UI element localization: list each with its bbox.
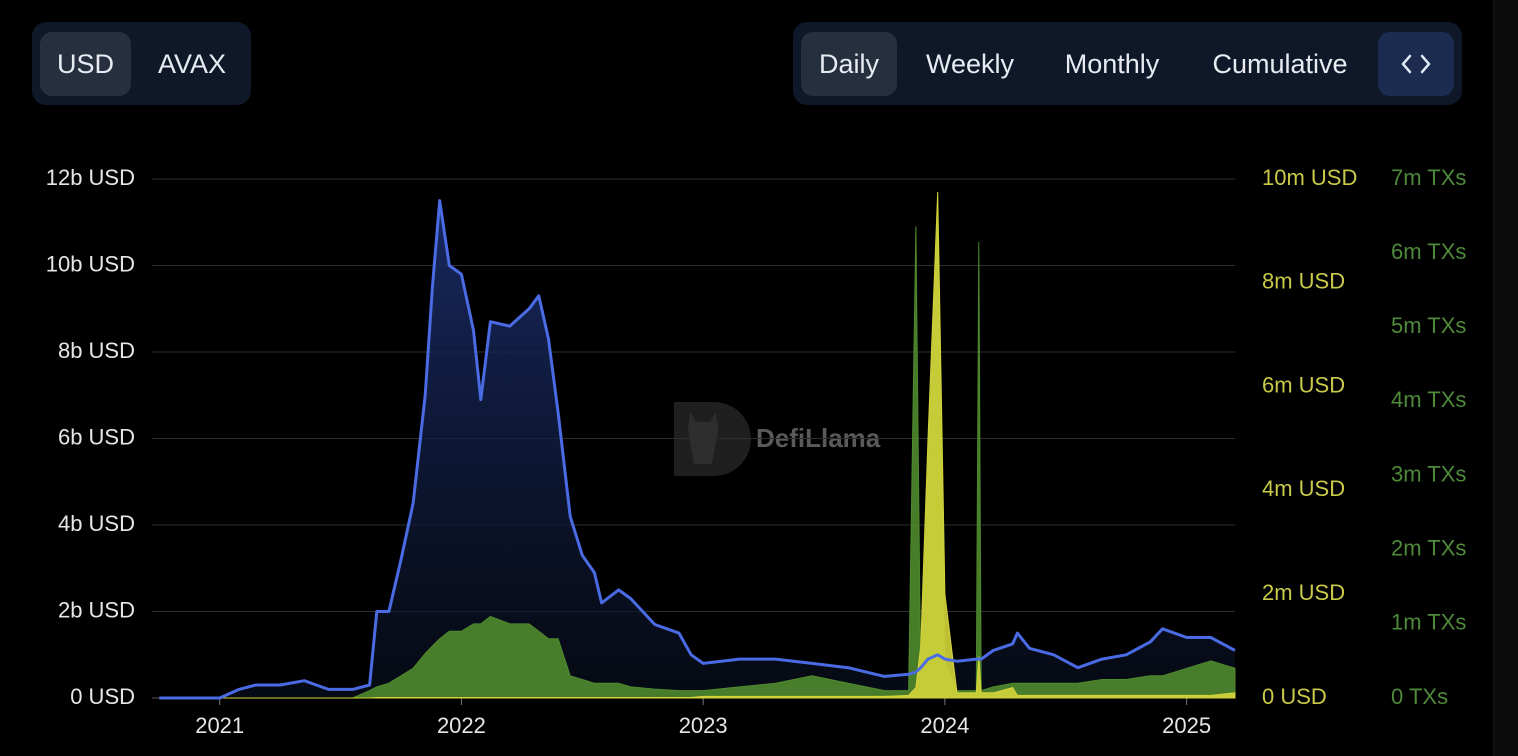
tvl-line (159, 199, 1236, 700)
toggle-button[interactable]: Cumulative (1212, 49, 1348, 79)
toggle-button[interactable]: Daily (801, 32, 897, 96)
tick-label: 1m TXs (1391, 610, 1466, 635)
tick-label: 2m USD (1262, 580, 1345, 605)
scrollbar (1493, 0, 1518, 756)
tick-label: 7m TXs (1391, 165, 1466, 190)
x-tick-label: 2024 (920, 713, 969, 738)
x-tick-label: 2022 (437, 713, 486, 738)
tick-label: 0 USD (1262, 684, 1327, 709)
tick-label: 10b USD (46, 251, 135, 276)
tick-label: 6m TXs (1391, 239, 1466, 264)
currency-toggle: USD AVAX (32, 22, 251, 105)
series-area (159, 191, 1236, 699)
tick-label: 0 USD (70, 684, 135, 709)
series-area (159, 223, 1236, 699)
tick-label: 2m TXs (1391, 536, 1466, 561)
toggle-button[interactable]: AVAX (157, 49, 227, 79)
tick-label: 4m USD (1262, 476, 1345, 501)
tick-label: 10m USD (1262, 165, 1357, 190)
tick-label: 3m TXs (1391, 461, 1466, 486)
tick-label: 4b USD (58, 511, 135, 536)
tick-label: 0 TXs (1391, 684, 1448, 709)
tick-label: 4m TXs (1391, 387, 1466, 412)
toggle-button[interactable]: Weekly (925, 49, 1015, 79)
toggle-button[interactable]: USD (40, 32, 131, 96)
tick-label: 5m TXs (1391, 313, 1466, 338)
tick-label: 6m USD (1262, 372, 1345, 397)
tvl-area (159, 200, 1235, 698)
period-toggle: Daily Weekly Monthly Cumulative (793, 22, 1462, 105)
embed-button[interactable] (1378, 32, 1454, 96)
toggle-button[interactable]: Monthly (1064, 49, 1160, 79)
tick-label: 8b USD (58, 338, 135, 363)
code-icon (1401, 54, 1431, 74)
tick-label: 12b USD (46, 165, 135, 190)
tick-label: 2b USD (58, 597, 135, 622)
x-tick-label: 2021 (195, 713, 244, 738)
tick-label: 8m USD (1262, 269, 1345, 294)
watermark: DefiLlama (756, 423, 881, 453)
tick-label: 6b USD (58, 424, 135, 449)
x-tick-label: 2025 (1162, 713, 1211, 738)
x-tick-label: 2023 (679, 713, 728, 738)
